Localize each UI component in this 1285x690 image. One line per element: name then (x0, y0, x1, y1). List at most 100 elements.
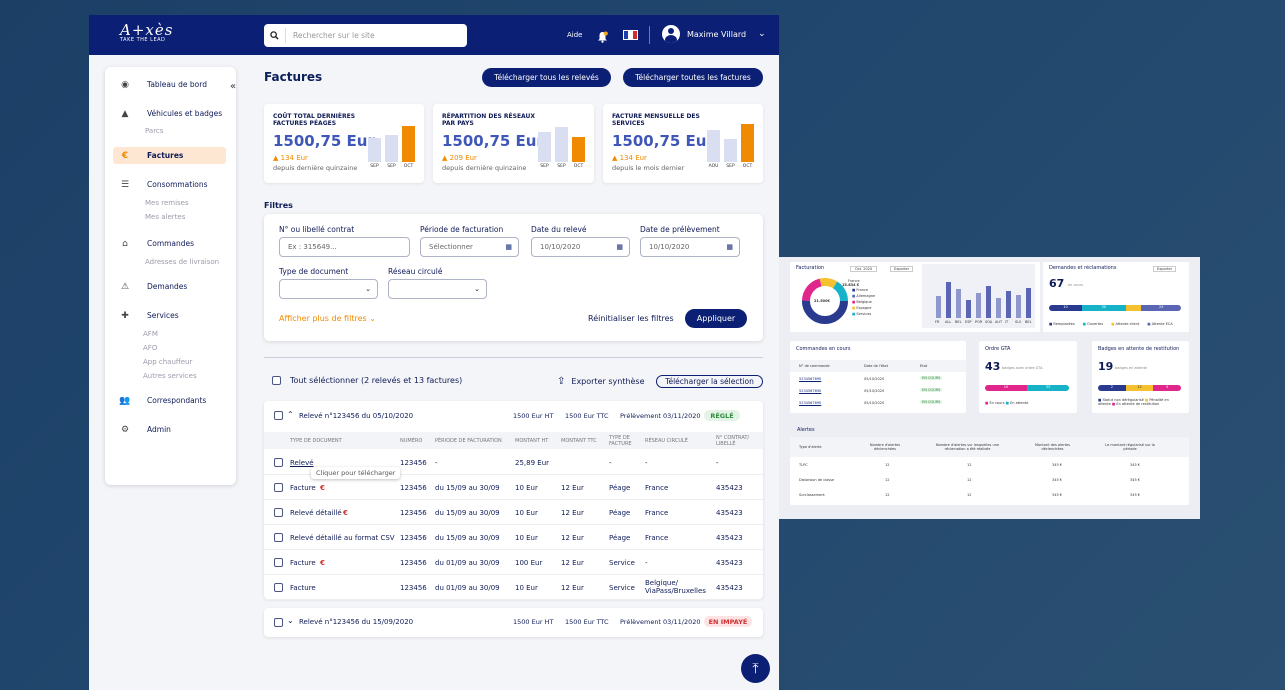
chart-tick: SUI (1015, 320, 1021, 324)
cell-a: 12 (885, 493, 890, 497)
order-link[interactable]: 5234567890 (799, 377, 822, 381)
download-selection-button[interactable]: Télécharger la sélection (656, 375, 763, 388)
network-select[interactable]: ⌄ (388, 279, 487, 299)
kpi-bars (707, 124, 754, 162)
sidebar-subitem-afm[interactable]: AFM (143, 330, 158, 338)
table-row[interactable]: Relevé 123456-25,89 Eur - - - (264, 450, 763, 475)
sidebar-subitem-parcs[interactable]: Parcs (145, 127, 164, 135)
sidebar-item-dashboard[interactable]: ◉ Tableau de bord (113, 76, 226, 93)
table-row[interactable]: Facture 123456 du 15/09 au 30/09 10 Eur 12 E… (264, 475, 763, 500)
cell-type[interactable]: Facture (290, 484, 316, 492)
filters-title: Filtres (264, 201, 293, 210)
help-link[interactable]: Aide (567, 31, 583, 39)
user-menu[interactable]: Maxime Villard ⌄ (662, 25, 766, 43)
order-link[interactable]: 5234567890 (799, 401, 822, 405)
row-checkbox[interactable] (274, 583, 283, 592)
kpi-title: Répartition des réseaux par pays (442, 113, 536, 127)
export-summary-button[interactable]: ⇪ Exporter synthèse (557, 376, 645, 387)
releve-checkbox[interactable] (274, 618, 283, 627)
prelev-date-label: Date de prélèvement (640, 225, 720, 234)
total-value: 21.500€ (814, 299, 830, 303)
releve-date-label: Date du relevé (531, 225, 587, 234)
releve-date-input[interactable]: 10/10/2020 ▦ (531, 237, 630, 257)
download-all-releves-button[interactable]: Télécharger tous les relevés (482, 68, 611, 87)
row-checkbox[interactable] (274, 483, 283, 492)
chart-bar (936, 296, 941, 318)
cell-type[interactable]: Facture (290, 559, 316, 567)
cell-network: Belgique/ ViaPass/Bruxelles (645, 579, 706, 595)
export-button[interactable]: Exporter (890, 266, 914, 272)
chevron-up-icon[interactable]: ⌃ (287, 410, 294, 419)
sidebar-subitem-alertes[interactable]: Mes alertes (145, 213, 186, 221)
logo-text: A+xès (120, 21, 174, 39)
commandes-title: Commandes en cours (796, 346, 851, 352)
language-flag-icon[interactable] (623, 30, 638, 40)
row-checkbox[interactable] (274, 533, 283, 542)
cell-period: du 01/09 au 30/09 (435, 584, 500, 592)
prelev-date-input[interactable]: 10/10/2020 ▦ (640, 237, 740, 257)
bell-icon[interactable] (597, 28, 608, 47)
sidebar-item-admin[interactable]: ⚙ Admin (113, 421, 226, 438)
kpi-bar-label: SEP (540, 164, 549, 169)
sidebar-subitem-autres-services[interactable]: Autres services (143, 372, 197, 380)
sidebar-subitem-afo[interactable]: AFO (143, 344, 158, 352)
table-row[interactable]: Facture 123456 du 01/09 au 30/09 100 Eur 12 … (264, 550, 763, 575)
row-checkbox[interactable] (274, 558, 283, 567)
cell-d: 345 € (1130, 493, 1141, 497)
table-row[interactable]: Relevé détaillé au format CSV 123456 du 15… (264, 525, 763, 550)
export-icon: ⇪ (557, 376, 566, 387)
kpi-bar (724, 139, 737, 162)
kpi-card-reseaux: Répartition des réseaux par pays 1500,75… (433, 104, 594, 183)
more-filters-link[interactable]: Afficher plus de filtres ⌄ (279, 314, 376, 323)
basket-icon: ⌂ (122, 238, 128, 249)
releve-checkbox[interactable] (274, 411, 283, 420)
legend-swatch: ■ (1049, 322, 1054, 326)
sidebar-item-demandes[interactable]: ⚠ Demandes (113, 278, 226, 295)
cell-type[interactable]: Facture (290, 584, 316, 592)
download-all-invoices-button[interactable]: Télécharger toutes les factures (623, 68, 763, 87)
releve-header[interactable]: ⌃ Relevé n°123456 du 05/10/2020 1500 Eur… (264, 401, 763, 431)
apply-button[interactable]: Appliquer (685, 309, 747, 328)
search-input[interactable] (286, 31, 456, 40)
sidebar-item-services[interactable]: ✚ Services (113, 307, 226, 324)
chart-bar (956, 289, 961, 318)
row-checkbox[interactable] (274, 508, 283, 517)
status-badge: EN COURS (920, 400, 943, 404)
row-checkbox[interactable] (274, 458, 283, 467)
sidebar-item-factures[interactable]: € Factures (113, 147, 226, 164)
sidebar-subitem-app-chauffeur[interactable]: App chauffeur (143, 358, 193, 366)
search-box[interactable] (264, 24, 467, 47)
sidebar-item-vehicles[interactable]: ▲ Véhicules et badges (113, 105, 226, 122)
sidebar-item-correspondants[interactable]: 👥 Correspondants (113, 392, 226, 409)
chevron-down-icon[interactable]: ⌄ (287, 616, 294, 625)
table-row[interactable]: Relevé détaillé 123456 du 15/09 au 30/09 10… (264, 500, 763, 525)
order-link[interactable]: 5234567890 (799, 389, 822, 393)
collapse-icon[interactable]: « (230, 81, 237, 92)
sidebar-item-commandes[interactable]: ⌂ Commandes (113, 235, 226, 252)
table-row[interactable]: Facture 123456 du 01/09 au 30/09 10 Eur 12 E… (264, 575, 763, 600)
select-all-checkbox[interactable] (272, 376, 281, 385)
scroll-top-button[interactable]: ⤒ (741, 654, 770, 683)
sidebar-subitem-remises[interactable]: Mes remises (145, 199, 189, 207)
logo[interactable]: A+xès TAKE THE LEAD (120, 21, 174, 44)
reset-filters-link[interactable]: Réinitialiser les filtres (588, 314, 674, 323)
doctype-select[interactable]: ⌄ (279, 279, 378, 299)
cell-type[interactable]: Relevé détaillé (290, 509, 342, 517)
releve-card-collapsed[interactable]: ⌄ Relevé n°123456 du 15/09/2020 1500 Eur… (264, 608, 763, 637)
contract-input[interactable]: Ex : 315649... (279, 237, 410, 257)
cell-type[interactable]: Relevé (290, 459, 314, 467)
legend: ■ Statut non dérégularisé ■ Pénalité en … (1098, 398, 1169, 406)
select-all[interactable]: Tout séléctionner (2 relevés et 13 factu… (272, 376, 462, 385)
kpi-bar (402, 125, 415, 162)
sidebar-subitem-adresses[interactable]: Adresses de livraison (145, 258, 220, 266)
sidebar-item-consommations[interactable]: ☰ Consommations (113, 176, 226, 193)
export-button[interactable]: Exporter (1153, 266, 1177, 272)
cell-type[interactable]: Relevé détaillé au format CSV (290, 534, 395, 542)
cell-ftype: Service (609, 559, 635, 567)
legend-swatch: ■ (1082, 322, 1088, 326)
period-select[interactable]: Oct. 2020 (850, 266, 878, 272)
col-date: Date de l'état (864, 364, 888, 368)
cell-contract: 435423 (716, 534, 743, 542)
period-select[interactable]: Sélectionner ▦ (420, 237, 519, 257)
demandes-count: 67 (1049, 277, 1065, 290)
